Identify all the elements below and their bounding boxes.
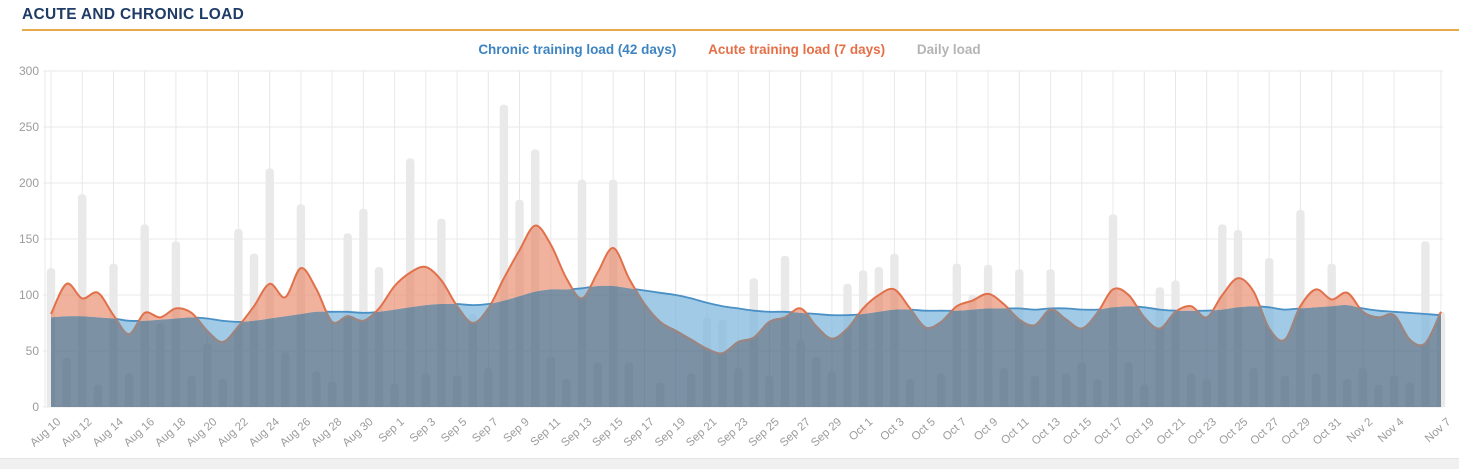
- x-tick-label: Sep 1: [377, 416, 407, 445]
- widget-header: ACUTE AND CHRONIC LOAD: [22, 0, 1459, 31]
- y-tick-label: 250: [19, 120, 39, 134]
- x-tick-label: Aug 10: [28, 416, 63, 449]
- x-tick-label: Sep 21: [684, 416, 719, 449]
- x-tick-label: Oct 19: [1123, 416, 1156, 448]
- x-tick-label: Oct 29: [1280, 416, 1313, 448]
- x-tick-label: Aug 22: [216, 416, 251, 449]
- x-tick-label: Sep 15: [590, 416, 625, 449]
- x-tick-label: Aug 14: [91, 416, 127, 450]
- x-tick-label: Oct 31: [1311, 416, 1344, 448]
- x-tick-label: Sep 11: [529, 416, 563, 449]
- x-tick-label: Nov 4: [1376, 416, 1407, 445]
- x-tick-label: Sep 3: [408, 416, 438, 445]
- x-tick-label: Aug 30: [341, 416, 376, 449]
- horizontal-scrollbar[interactable]: [0, 458, 1459, 469]
- x-tick-label: Oct 25: [1217, 416, 1250, 448]
- legend-item-daily[interactable]: Daily load: [916, 42, 981, 57]
- y-tick-label: 50: [26, 344, 40, 358]
- x-tick-label: Oct 7: [941, 416, 969, 443]
- x-tick-label: Sep 25: [747, 416, 782, 449]
- chronic-load-line: [50, 284, 1442, 323]
- y-tick-label: 200: [19, 176, 39, 190]
- x-tick-label: Sep 9: [501, 416, 531, 445]
- x-tick-label: Nov 7: [1423, 416, 1453, 445]
- y-tick-label: 100: [19, 288, 39, 302]
- x-tick-label: Sep 7: [470, 416, 500, 445]
- x-tick-label: Sep 19: [653, 416, 688, 449]
- y-tick-label: 300: [19, 64, 39, 78]
- x-tick-label: Oct 1: [847, 416, 875, 443]
- x-tick-label: Oct 11: [999, 416, 1032, 447]
- x-tick-label: Sep 23: [715, 416, 750, 449]
- x-tick-label: Sep 27: [778, 416, 813, 449]
- x-tick-label: Nov 2: [1345, 416, 1375, 445]
- x-tick-label: Aug 26: [278, 416, 313, 449]
- x-tick-label: Oct 21: [1155, 416, 1188, 448]
- y-axis-labels: 0 50 100 150 200 250 300: [19, 64, 39, 414]
- x-tick-label: Oct 13: [1030, 416, 1063, 448]
- x-tick-label: Oct 27: [1248, 416, 1281, 448]
- x-tick-label: Aug 24: [247, 416, 283, 450]
- x-tick-label: Oct 15: [1061, 416, 1094, 448]
- scrollbar-top-edge: [0, 458, 1459, 459]
- x-tick-label: Oct 23: [1186, 416, 1219, 448]
- page-title: ACUTE AND CHRONIC LOAD: [22, 6, 245, 23]
- acute-load-area[interactable]: [51, 225, 1441, 407]
- x-tick-label: Oct 17: [1092, 416, 1125, 448]
- x-tick-label: Sep 17: [622, 416, 657, 449]
- x-tick-label: Aug 16: [122, 416, 157, 449]
- y-tick-label: 0: [32, 400, 39, 414]
- x-tick-label: Oct 3: [878, 416, 906, 443]
- y-tick-label: 150: [19, 232, 39, 246]
- x-tick-label: Aug 12: [59, 416, 94, 449]
- x-tick-label: Sep 5: [439, 416, 469, 445]
- x-tick-label: Aug 28: [309, 416, 344, 449]
- x-tick-label: Sep 13: [559, 416, 594, 449]
- legend-item-acute[interactable]: Acute training load (7 days): [708, 42, 886, 57]
- x-tick-label: Aug 18: [153, 416, 188, 449]
- x-tick-label: Oct 5: [909, 416, 937, 443]
- x-tick-label: Oct 9: [972, 416, 1000, 443]
- x-tick-label: Sep 29: [809, 416, 844, 449]
- x-tick-label: Aug 20: [184, 416, 219, 449]
- legend-item-chronic[interactable]: Chronic training load (42 days): [478, 42, 677, 57]
- chart-legend: Chronic training load (42 days) Acute tr…: [0, 31, 1459, 62]
